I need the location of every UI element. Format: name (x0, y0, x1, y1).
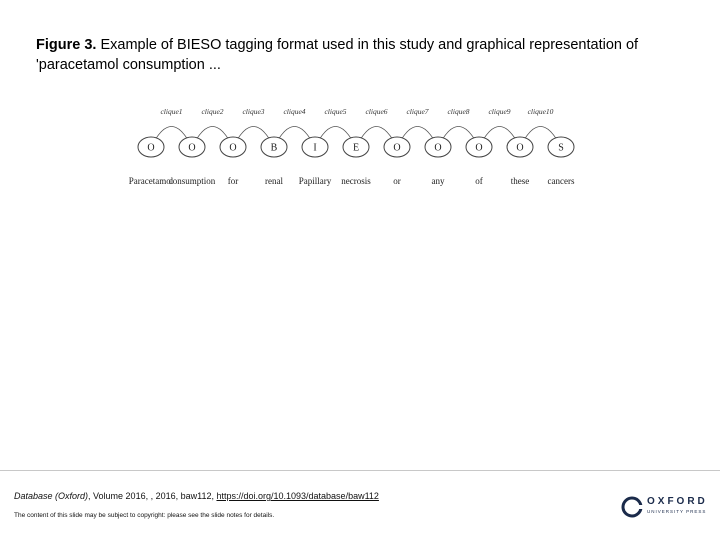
oxford-logo[interactable]: OXFORD UNIVERSITY PRESS (621, 495, 711, 519)
figure-caption-text: Example of BIESO tagging format used in … (36, 37, 639, 73)
tag-node (342, 136, 370, 158)
word-label: Papillary (299, 176, 332, 186)
word-label: renal (265, 176, 283, 186)
clique-arc (523, 126, 558, 141)
clique-label: clique1 (160, 107, 182, 116)
copyright-notice: The content of this slide may be subject… (14, 512, 275, 519)
tag-label: O (434, 143, 441, 154)
tag-node (260, 136, 288, 158)
oxford-logo-icon (621, 496, 643, 518)
tag-node (383, 136, 411, 158)
word-label: consumption (169, 176, 216, 186)
clique-arc (154, 126, 189, 141)
clique-label: clique5 (324, 107, 346, 116)
tag-label: O (229, 143, 236, 154)
word-label: Paracetamol (129, 176, 174, 186)
tag-node (137, 136, 165, 158)
tag-label: E (353, 143, 359, 154)
tag-node (219, 136, 247, 158)
clique-label: clique10 (528, 107, 554, 116)
clique-label: clique6 (365, 107, 387, 116)
clique-arc (400, 126, 435, 141)
tag-label: I (313, 143, 316, 154)
clique-label: clique9 (488, 107, 510, 116)
clique-arc (277, 126, 312, 141)
clique-label: clique7 (406, 107, 428, 116)
oxford-logo-sub: UNIVERSITY PRESS (647, 509, 707, 514)
bieso-diagram: clique1 clique2 clique3 clique4 clique5 cliqu… (120, 104, 600, 194)
word-label: or (393, 176, 401, 186)
clique-arc (195, 126, 230, 141)
bieso-diagram-svg: clique1 clique2 clique3 clique4 clique5 cliqu… (129, 107, 575, 186)
clique-label: clique4 (283, 107, 305, 116)
word-label: for (228, 176, 239, 186)
doi-link[interactable]: https://doi.org/10.1093/database/baw112 (216, 491, 379, 501)
tag-label: O (393, 143, 400, 154)
tag-label: O (475, 143, 482, 154)
citation: Database (Oxford), Volume 2016, , 2016, … (14, 491, 379, 501)
tag-label: B (271, 143, 278, 154)
clique-label: clique3 (242, 107, 264, 116)
figure-caption: Figure 3. Example of BIESO tagging forma… (36, 35, 676, 75)
tag-node (547, 136, 575, 158)
clique-arc (359, 126, 394, 141)
word-label: necrosis (341, 176, 371, 186)
word-label: these (511, 176, 530, 186)
clique-arc (482, 126, 517, 141)
figure-number: Figure 3. (36, 37, 97, 53)
oxford-logo-word: OXFORD (647, 496, 708, 507)
tag-label: O (188, 143, 195, 154)
word-label: of (475, 176, 483, 186)
tag-node (465, 136, 493, 158)
word-label: cancers (548, 176, 575, 186)
tag-node (301, 136, 329, 158)
tag-node (178, 136, 206, 158)
tag-node (424, 136, 452, 158)
clique-label: clique2 (201, 107, 223, 116)
tag-node (506, 136, 534, 158)
footer-divider (0, 470, 720, 471)
tag-label: S (558, 143, 564, 154)
clique-label: clique8 (447, 107, 469, 116)
clique-arc (236, 126, 271, 141)
citation-journal: Database (Oxford) (14, 491, 89, 501)
citation-text: , Volume 2016, , 2016, baw112, (88, 491, 217, 501)
word-label: any (432, 176, 445, 186)
clique-arc (441, 126, 476, 141)
clique-arc (318, 126, 353, 141)
tag-label: O (516, 143, 523, 154)
tag-label: O (147, 143, 154, 154)
